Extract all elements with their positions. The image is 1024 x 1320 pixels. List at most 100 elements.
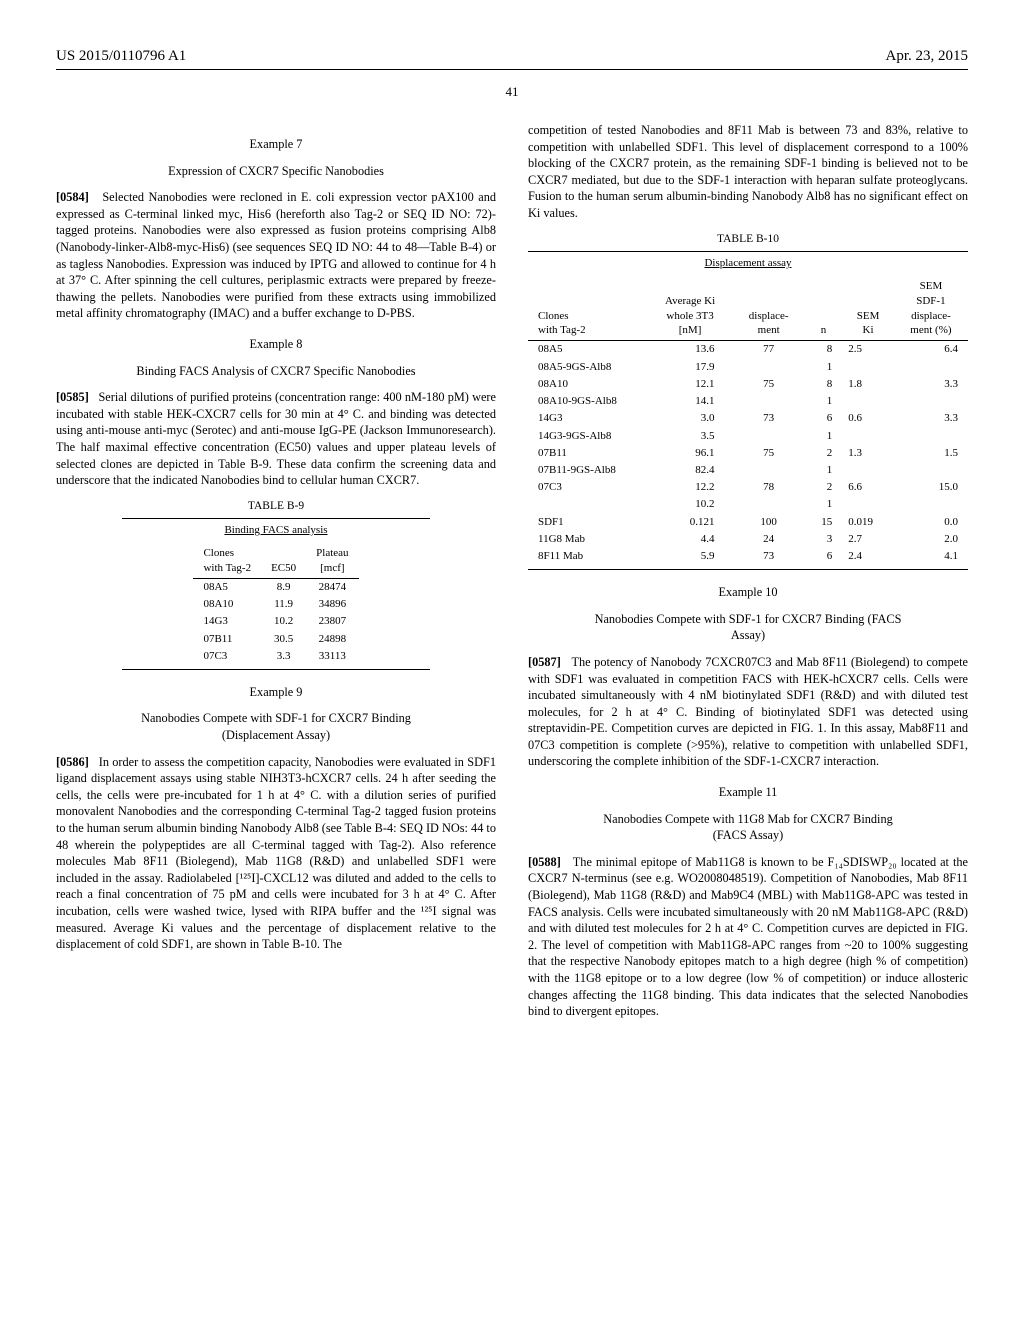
cell-ki: 4.4 [648, 531, 733, 548]
cell-ec50: 10.2 [261, 613, 306, 630]
cell-disp: 100 [733, 513, 805, 530]
para-num: [0588] [528, 855, 561, 869]
example-11-subtitle: Nanobodies Compete with 11G8 Mab for CXC… [588, 811, 908, 844]
cell-n: 6 [805, 548, 843, 565]
cell-semki: 2.5 [842, 341, 894, 358]
cell-clone: 14G3 [528, 410, 648, 427]
cell-n: 1 [805, 462, 843, 479]
col-avg-ki: Average Kiwhole 3T3[nM] [648, 277, 733, 341]
cell-disp [733, 462, 805, 479]
cell-ec50: 30.5 [261, 630, 306, 647]
cell-semd [894, 496, 968, 513]
example-11-title: Example 11 [528, 784, 968, 801]
cell-plateau: 34896 [306, 596, 358, 613]
cell-plateau: 24898 [306, 630, 358, 647]
cell-clone: 08A5-9GS-Alb8 [528, 359, 648, 376]
col-n: n [805, 277, 843, 341]
table-row: 14G310.223807 [193, 613, 358, 630]
table-row: SDF10.121100150.0190.0 [528, 513, 968, 530]
cell-ki: 5.9 [648, 548, 733, 565]
table-row: 07B11-9GS-Alb882.41 [528, 462, 968, 479]
cell-semd: 4.1 [894, 548, 968, 565]
col-ec50: EC50 [261, 544, 306, 578]
table-row: 08A513.67782.56.4 [528, 341, 968, 358]
para-0588: [0588] The minimal epitope of Mab11G8 is… [528, 854, 968, 1020]
cell-plateau: 28474 [306, 579, 358, 596]
cell-clone: 14G3 [193, 613, 261, 630]
table-b9-caption: Binding FACS analysis [122, 523, 430, 538]
table-row: 07C312.27826.615.0 [528, 479, 968, 496]
cell-ki: 82.4 [648, 462, 733, 479]
cell-semki: 2.7 [842, 531, 894, 548]
publication-date: Apr. 23, 2015 [886, 48, 969, 65]
cell-semki: 1.3 [842, 445, 894, 462]
cell-semd: 15.0 [894, 479, 968, 496]
cell-disp: 75 [733, 376, 805, 393]
col-sem-ki: SEMKi [842, 277, 894, 341]
cell-semki [842, 359, 894, 376]
cell-semd [894, 359, 968, 376]
table-b9: Binding FACS analysis Cloneswith Tag-2 E… [122, 518, 430, 670]
example-10-subtitle: Nanobodies Compete with SDF-1 for CXCR7 … [588, 611, 908, 644]
page-header: US 2015/0110796 A1 Apr. 23, 2015 [56, 48, 968, 65]
cell-semd [894, 462, 968, 479]
table-row: 08A10-9GS-Alb814.1 1 [528, 393, 968, 410]
cell-semki: 0.6 [842, 410, 894, 427]
cell-disp: 75 [733, 445, 805, 462]
cell-semki [842, 427, 894, 444]
cell-ki: 12.2 [648, 479, 733, 496]
table-row: 08A5-9GS-Alb817.91 [528, 359, 968, 376]
table-row: 14G33.07360.63.3 [528, 410, 968, 427]
cell-semki: 2.4 [842, 548, 894, 565]
cell-n: 1 [805, 427, 843, 444]
cell-ki: 3.5 [648, 427, 733, 444]
cell-clone: 14G3-9GS-Alb8 [528, 427, 648, 444]
example-7-subtitle: Expression of CXCR7 Specific Nanobodies [116, 163, 436, 180]
cell-semd: 3.3 [894, 410, 968, 427]
para-0587: [0587] The potency of Nanobody 7CXCR07C3… [528, 654, 968, 770]
cell-semki [842, 496, 894, 513]
cell-disp: 73 [733, 548, 805, 565]
cell-ki: 0.121 [648, 513, 733, 530]
header-rule [56, 69, 968, 70]
example-9-title: Example 9 [56, 684, 496, 701]
cell-disp [733, 427, 805, 444]
cell-ki: 96.1 [648, 445, 733, 462]
cell-ki: 14.1 [648, 393, 733, 410]
cell-clone: 08A10-9GS-Alb8 [528, 393, 648, 410]
example-8-subtitle: Binding FACS Analysis of CXCR7 Specific … [116, 363, 436, 380]
cell-n: 1 [805, 393, 843, 410]
table-b10-caption: Displacement assay [528, 256, 968, 271]
cell-n: 3 [805, 531, 843, 548]
example-7-title: Example 7 [56, 136, 496, 153]
cell-n: 6 [805, 410, 843, 427]
cell-disp: 78 [733, 479, 805, 496]
cell-clone: 07B11 [193, 630, 261, 647]
cell-disp [733, 393, 805, 410]
para-0586: [0586] In order to assess the competitio… [56, 754, 496, 953]
cell-ec50: 3.3 [261, 648, 306, 665]
cell-semd [894, 393, 968, 410]
para-num: [0585] [56, 390, 89, 404]
cell-ki: 12.1 [648, 376, 733, 393]
table-b9-label: TABLE B-9 [56, 499, 496, 515]
cell-n: 15 [805, 513, 843, 530]
table-b10-data: Cloneswith Tag-2 Average Kiwhole 3T3[nM]… [528, 277, 968, 565]
two-column-layout: Example 7 Expression of CXCR7 Specific N… [56, 122, 968, 1028]
cell-clone: 08A10 [193, 596, 261, 613]
para-text: In order to assess the competition capac… [56, 755, 496, 952]
col-sem-disp: SEMSDF-1displace-ment (%) [894, 277, 968, 341]
cell-semd: 2.0 [894, 531, 968, 548]
para-num: [0584] [56, 190, 89, 204]
cell-disp: 77 [733, 341, 805, 358]
example-9-subtitle: Nanobodies Compete with SDF-1 for CXCR7 … [116, 710, 436, 743]
right-column: competition of tested Nanobodies and 8F1… [528, 122, 968, 1028]
cell-ki: 13.6 [648, 341, 733, 358]
cell-n: 1 [805, 359, 843, 376]
table-b10: Displacement assay Cloneswith Tag-2 Aver… [528, 251, 968, 570]
cell-semki: 1.8 [842, 376, 894, 393]
cell-ec50: 11.9 [261, 596, 306, 613]
table-row: 07C33.333113 [193, 648, 358, 665]
publication-number: US 2015/0110796 A1 [56, 48, 186, 65]
cell-clone: 07B11 [528, 445, 648, 462]
